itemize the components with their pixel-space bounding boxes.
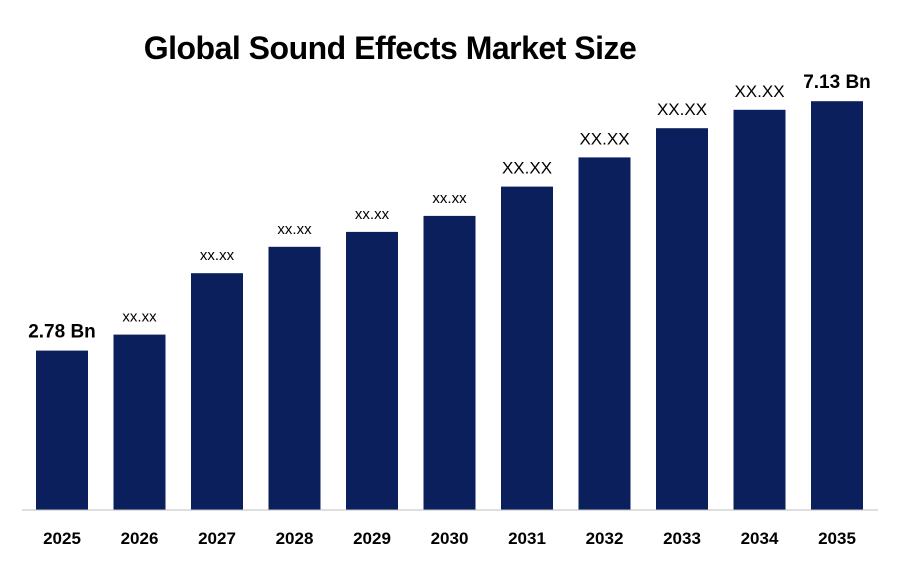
bar-2027 — [191, 273, 243, 510]
x-tick-label: 2033 — [663, 529, 701, 548]
bar-2025 — [36, 350, 88, 510]
x-tick-label: 2032 — [586, 529, 624, 548]
x-tick-label: 2026 — [121, 529, 159, 548]
x-tick-label: 2029 — [353, 529, 391, 548]
data-label-2034: XX.XX — [734, 82, 784, 101]
bar-2028 — [268, 246, 321, 511]
bar-2031 — [501, 186, 553, 510]
data-label-2032: XX.XX — [579, 129, 629, 148]
x-tick-label: 2034 — [741, 529, 779, 548]
x-tick-label: 2027 — [198, 529, 236, 548]
bar-2032 — [578, 157, 631, 510]
x-tick-label: 2031 — [508, 529, 546, 548]
x-tick-label: 2028 — [276, 529, 314, 548]
chart-title: Global Sound Effects Market Size — [143, 30, 637, 66]
data-label-2035: 7.13 Bn — [803, 72, 871, 93]
data-label-2031: XX.XX — [502, 159, 552, 178]
bar-2030 — [423, 215, 476, 510]
data-label-2033: XX.XX — [657, 100, 707, 119]
x-tick-label: 2025 — [43, 529, 81, 548]
data-label-2027: xx.xx — [200, 247, 235, 264]
data-label-2025: 2.78 Bn — [28, 322, 96, 343]
bar-2026 — [113, 334, 166, 510]
x-tick-label: 2035 — [818, 529, 856, 548]
data-label-2026: xx.xx — [122, 309, 157, 326]
x-tick-label: 2030 — [431, 529, 469, 548]
bar-2035 — [811, 101, 863, 510]
bar-2034 — [733, 109, 786, 511]
data-label-2030: xx.xx — [432, 190, 467, 207]
bar-2033 — [656, 128, 708, 510]
data-label-2029: xx.xx — [355, 206, 390, 223]
data-label-2028: xx.xx — [277, 221, 312, 238]
bar-2029 — [346, 231, 398, 510]
